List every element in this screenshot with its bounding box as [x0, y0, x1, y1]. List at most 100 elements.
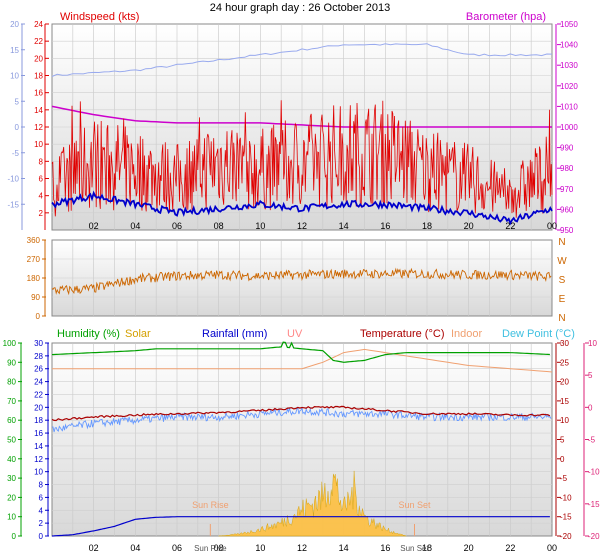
rainfall-axis-label: 18 — [34, 416, 43, 425]
temperature-axis-label: 5 — [560, 436, 565, 445]
time-label-bottom: 14 — [339, 543, 349, 553]
windspeed-axis-label: 8 — [39, 157, 44, 166]
barometer-axis-label: 1020 — [560, 82, 578, 91]
outer-left-axis-label: -15 — [7, 200, 19, 209]
time-label-bottom: 02 — [89, 543, 99, 553]
time-label-panel1: 18 — [422, 221, 432, 231]
sunset-axis-label: Sun Set — [400, 544, 429, 553]
time-label-panel1: 12 — [297, 221, 307, 231]
windspeed-axis-label: 20 — [34, 54, 43, 63]
rainfall-axis-label: 8 — [39, 481, 44, 490]
time-label-panel1: 00 — [547, 221, 557, 231]
compass-label: S — [559, 275, 566, 286]
time-label-bottom: 10 — [255, 543, 265, 553]
legend-entry: UV — [287, 328, 303, 340]
chart-title: 24 hour graph day : 26 October 2013 — [210, 2, 390, 14]
compass-label: N — [558, 237, 565, 248]
legend-entry: Humidity (%) — [57, 328, 120, 340]
direction-axis-label: 360 — [27, 236, 41, 245]
outer-right-axis-label: 0 — [588, 403, 593, 412]
time-label-bottom: 18 — [422, 543, 432, 553]
windspeed-axis-label: 6 — [39, 175, 44, 184]
rainfall-axis-label: 10 — [34, 468, 43, 477]
series-dewpoint-line — [52, 406, 552, 433]
series-rainfall-line — [51, 516, 550, 537]
temperature-axis-label: -15 — [560, 513, 572, 522]
series-gust-line — [51, 43, 553, 77]
windspeed-axis-label: 16 — [34, 89, 43, 98]
barometer-axis-label: 970 — [560, 185, 574, 194]
sunrise-axis-label: Sun Rise — [194, 544, 227, 553]
temperature-axis-label: 0 — [560, 455, 565, 464]
series-windspeed-line — [51, 100, 553, 218]
windspeed-axis-label: 22 — [34, 37, 43, 46]
legend-entry: Dew Point (°C) — [502, 328, 575, 340]
temperature-axis-label: 25 — [560, 358, 569, 367]
time-label-panel1: 08 — [214, 221, 224, 231]
outer-left-axis-label: -5 — [12, 149, 20, 158]
outer-left-axis-label: 10 — [10, 72, 19, 81]
barometer-axis-title: Barometer (hpa) — [466, 11, 546, 23]
rainfall-axis-label: 14 — [34, 442, 43, 451]
barometer-axis-label: 1050 — [560, 20, 578, 29]
rainfall-axis-label: 0 — [39, 532, 44, 541]
rainfall-axis-label: 6 — [39, 493, 44, 502]
windspeed-axis-label: 18 — [34, 72, 43, 81]
humidity-axis-label: 10 — [7, 513, 16, 522]
windspeed-axis-title: Windspeed (kts) — [60, 11, 139, 23]
direction-axis-label: 180 — [27, 274, 41, 283]
temperature-axis-label: 15 — [560, 397, 569, 406]
humidity-axis-label: 0 — [12, 532, 17, 541]
legend-entry: Solar — [125, 328, 151, 340]
barometer-axis-label: 980 — [560, 164, 574, 173]
barometer-axis-label: 990 — [560, 144, 574, 153]
time-label-bottom: 00 — [547, 543, 557, 553]
compass-label: E — [559, 294, 566, 305]
legend-entry: Indoor — [451, 328, 483, 340]
windspeed-axis-label: 14 — [34, 106, 43, 115]
direction-axis-label: 0 — [36, 312, 41, 321]
rainfall-axis-label: 28 — [34, 352, 43, 361]
outer-left-axis-label: 15 — [10, 46, 19, 55]
outer-right-axis-label: -20 — [588, 532, 600, 541]
rainfall-axis-label: 24 — [34, 378, 43, 387]
time-label-panel1: 16 — [380, 221, 390, 231]
barometer-axis-label: 1010 — [560, 102, 578, 111]
outer-left-axis-label: 5 — [15, 97, 20, 106]
temperature-axis-label: -20 — [560, 532, 572, 541]
time-label-bottom: 06 — [172, 543, 182, 553]
windspeed-axis-label: 4 — [39, 192, 44, 201]
time-label-panel1: 10 — [255, 221, 265, 231]
time-label-panel1: 20 — [464, 221, 474, 231]
barometer-axis-label: 950 — [560, 226, 574, 235]
outer-left-axis-label: -10 — [7, 175, 19, 184]
windspeed-axis-label: 2 — [39, 209, 44, 218]
temperature-axis-label: -10 — [560, 493, 572, 502]
outer-left-axis-label: 20 — [10, 20, 19, 29]
rainfall-axis-label: 2 — [39, 519, 44, 528]
sunset-label: Sun Set — [398, 500, 431, 510]
rainfall-axis-label: 20 — [34, 403, 43, 412]
rainfall-axis-label: 16 — [34, 429, 43, 438]
series-wind-direction-line — [51, 267, 552, 296]
humidity-axis-label: 60 — [7, 416, 16, 425]
rainfall-axis-label: 30 — [34, 339, 43, 348]
sunrise-label: Sun Rise — [192, 500, 229, 510]
humidity-axis-label: 20 — [7, 493, 16, 502]
series-solar-area — [218, 470, 407, 537]
humidity-axis-label: 70 — [7, 397, 16, 406]
rainfall-axis-label: 22 — [34, 390, 43, 399]
direction-axis-label: 270 — [27, 255, 41, 264]
time-label-bottom: 08 — [214, 543, 224, 553]
temperature-axis-label: 10 — [560, 416, 569, 425]
series-indoor-line — [52, 348, 553, 373]
compass-label: N — [558, 313, 565, 324]
humidity-axis-label: 50 — [7, 436, 16, 445]
time-label-bottom: 16 — [380, 543, 390, 553]
humidity-axis-label: 100 — [3, 339, 17, 348]
temperature-axis-label: 20 — [560, 378, 569, 387]
rainfall-axis-label: 4 — [39, 506, 44, 515]
time-label-panel1: 14 — [339, 221, 349, 231]
